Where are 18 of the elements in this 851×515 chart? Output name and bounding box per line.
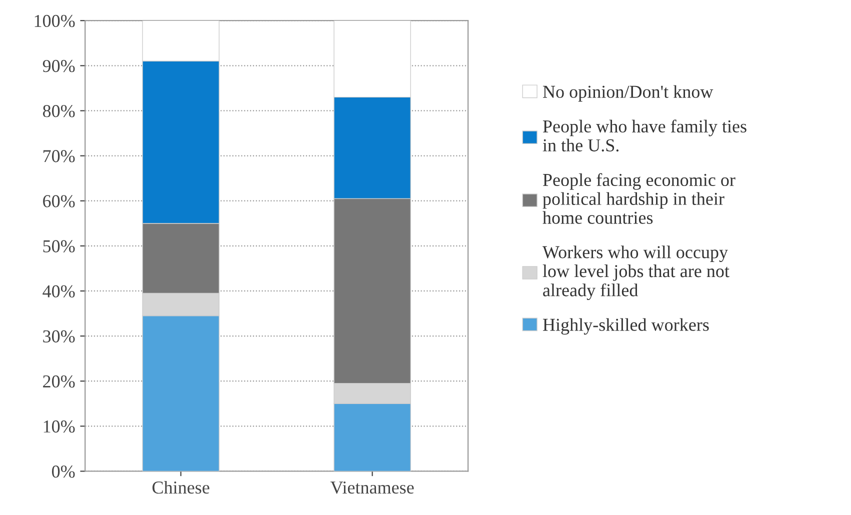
y-tick-label: 60%: [43, 195, 75, 208]
legend-label: Workers who will occupy low level jobs that are not already filled: [542, 246, 730, 300]
legend-label: People facing economic or political hardship in their home countries: [542, 173, 736, 224]
y-tick-label: 10%: [44, 420, 75, 433]
y-tick-label: 80%: [42, 104, 75, 118]
y-tick-label: 0%: [52, 465, 75, 478]
y-tick-label: 100%: [34, 14, 75, 28]
legend-label: Highly-skilled workers: [542, 318, 709, 335]
legend-label: No opinion/Don't know: [542, 85, 714, 102]
y-tick-label: 30%: [43, 330, 75, 343]
x-tick-label: Vietnamese: [330, 482, 414, 494]
y-tick-label: 70%: [43, 150, 75, 162]
y-tick-label: 50%: [43, 240, 75, 252]
legend-label: People who have family ties in the U.S.: [542, 120, 746, 152]
y-tick-label: 20%: [43, 375, 75, 388]
y-tick-label: 90%: [42, 60, 75, 72]
x-tick-label: Chinese: [152, 480, 210, 494]
y-tick-label: 40%: [42, 285, 75, 298]
